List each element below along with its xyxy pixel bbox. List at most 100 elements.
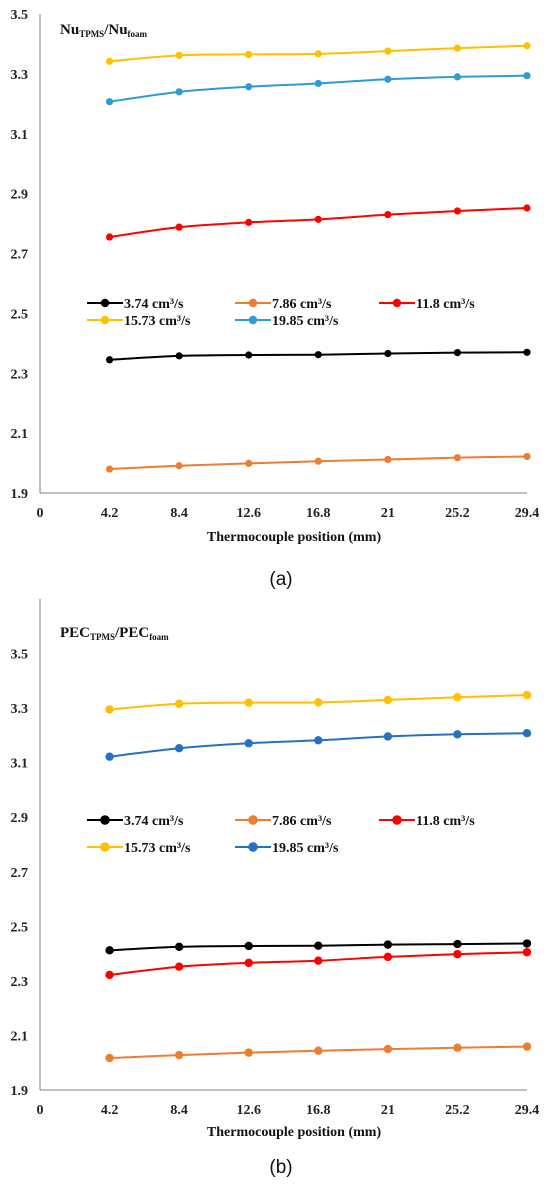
panel-label-a: (a) bbox=[269, 569, 292, 590]
legend-marker bbox=[392, 815, 402, 825]
data-point bbox=[105, 356, 114, 364]
data-point bbox=[314, 79, 322, 88]
data-point bbox=[384, 349, 392, 358]
data-point bbox=[384, 47, 392, 55]
data-point bbox=[314, 215, 322, 223]
data-point bbox=[314, 351, 322, 359]
x-tick-label: 12.6 bbox=[236, 506, 261, 521]
legend-label: 11.8 cm³/s bbox=[416, 297, 475, 312]
y-tick-label: 2.9 bbox=[11, 188, 29, 203]
x-tick-label: 25.2 bbox=[445, 1103, 470, 1118]
x-tick-label: 21 bbox=[381, 506, 395, 521]
y-tick-label: 3.3 bbox=[11, 68, 29, 83]
x-tick-label: 0 bbox=[37, 1103, 44, 1118]
legend-marker bbox=[392, 298, 402, 308]
data-point bbox=[522, 948, 532, 957]
data-point bbox=[453, 939, 462, 949]
panel-label-b: (b) bbox=[269, 1157, 292, 1178]
legend-label: 7.86 cm³/s bbox=[272, 297, 332, 312]
y-tick-label: 2.7 bbox=[11, 248, 29, 263]
legend-label: 19.85 cm³/s bbox=[272, 841, 339, 856]
y-tick-label: 3.5 bbox=[11, 648, 29, 663]
y-tick-label: 2.9 bbox=[11, 811, 29, 826]
x-tick-label: 0 bbox=[37, 506, 44, 521]
data-point bbox=[523, 348, 531, 356]
data-point bbox=[314, 956, 323, 965]
legend-label: 7.86 cm³/s bbox=[272, 814, 332, 829]
data-point bbox=[314, 941, 323, 950]
data-point bbox=[523, 204, 531, 212]
data-point bbox=[245, 50, 253, 59]
data-point bbox=[453, 348, 462, 357]
data-point bbox=[245, 83, 253, 91]
data-point bbox=[175, 223, 183, 231]
data-point bbox=[314, 1046, 323, 1055]
data-point bbox=[453, 949, 462, 959]
legend-marker bbox=[248, 298, 258, 308]
data-point bbox=[383, 732, 393, 741]
x-tick-label: 21 bbox=[381, 1103, 395, 1118]
legend-marker bbox=[100, 315, 110, 325]
data-point bbox=[175, 352, 183, 360]
data-point bbox=[174, 942, 184, 951]
series-line bbox=[109, 74, 528, 103]
data-point bbox=[175, 462, 183, 470]
data-point bbox=[384, 455, 392, 464]
x-tick-label: 16.8 bbox=[306, 1103, 331, 1118]
x-tick-label: 25.2 bbox=[445, 506, 470, 521]
data-point bbox=[453, 730, 462, 739]
chart-title-b: PECTPMS/PECfoam bbox=[60, 625, 169, 642]
legend-marker bbox=[100, 815, 110, 825]
data-point bbox=[383, 1044, 393, 1054]
data-point bbox=[105, 705, 114, 714]
data-point bbox=[523, 452, 531, 461]
data-point bbox=[105, 946, 114, 955]
data-point bbox=[453, 1043, 462, 1052]
y-tick-label: 3.5 bbox=[11, 8, 29, 23]
data-point bbox=[244, 941, 253, 951]
x-tick-label: 12.6 bbox=[236, 1103, 261, 1118]
y-tick-label: 1.9 bbox=[11, 1084, 29, 1099]
data-point bbox=[314, 457, 322, 465]
data-point bbox=[175, 88, 183, 96]
data-point bbox=[314, 50, 322, 58]
x-tick-label: 29.4 bbox=[515, 1103, 540, 1118]
data-point bbox=[245, 351, 253, 359]
data-point bbox=[245, 218, 253, 226]
x-tick-label: 16.8 bbox=[306, 506, 331, 521]
data-point bbox=[383, 952, 393, 962]
data-point bbox=[314, 736, 323, 745]
data-point bbox=[453, 693, 462, 702]
legend-label: 15.73 cm³/s bbox=[124, 841, 191, 856]
data-point bbox=[384, 75, 392, 83]
data-point bbox=[105, 465, 114, 473]
data-point bbox=[105, 57, 114, 65]
chart-title-a: NuTPMS/Nufoam bbox=[60, 22, 148, 39]
data-point bbox=[244, 1048, 253, 1057]
data-point bbox=[453, 207, 462, 215]
data-point bbox=[522, 729, 532, 738]
y-tick-label: 1.9 bbox=[11, 487, 29, 502]
x-tick-label: 8.4 bbox=[170, 1103, 188, 1118]
data-point bbox=[523, 42, 531, 50]
y-tick-label: 2.5 bbox=[11, 307, 29, 322]
y-tick-label: 3.1 bbox=[11, 128, 29, 143]
data-point bbox=[105, 970, 114, 980]
x-axis-title-b: Thermocouple position (mm) bbox=[207, 1125, 382, 1140]
data-point bbox=[175, 51, 183, 59]
data-point bbox=[384, 210, 392, 219]
y-tick-label: 2.3 bbox=[11, 975, 29, 990]
data-point bbox=[244, 958, 253, 968]
legend-marker bbox=[248, 315, 258, 325]
y-tick-label: 2.1 bbox=[11, 427, 29, 442]
legend-label: 3.74 cm³/s bbox=[124, 814, 184, 829]
legend-label: 11.8 cm³/s bbox=[416, 814, 475, 829]
data-point bbox=[105, 752, 114, 761]
data-point bbox=[453, 454, 462, 462]
data-point bbox=[314, 698, 323, 707]
data-point bbox=[523, 72, 531, 80]
data-point bbox=[522, 690, 532, 700]
data-point bbox=[453, 44, 462, 52]
data-point bbox=[453, 73, 462, 81]
